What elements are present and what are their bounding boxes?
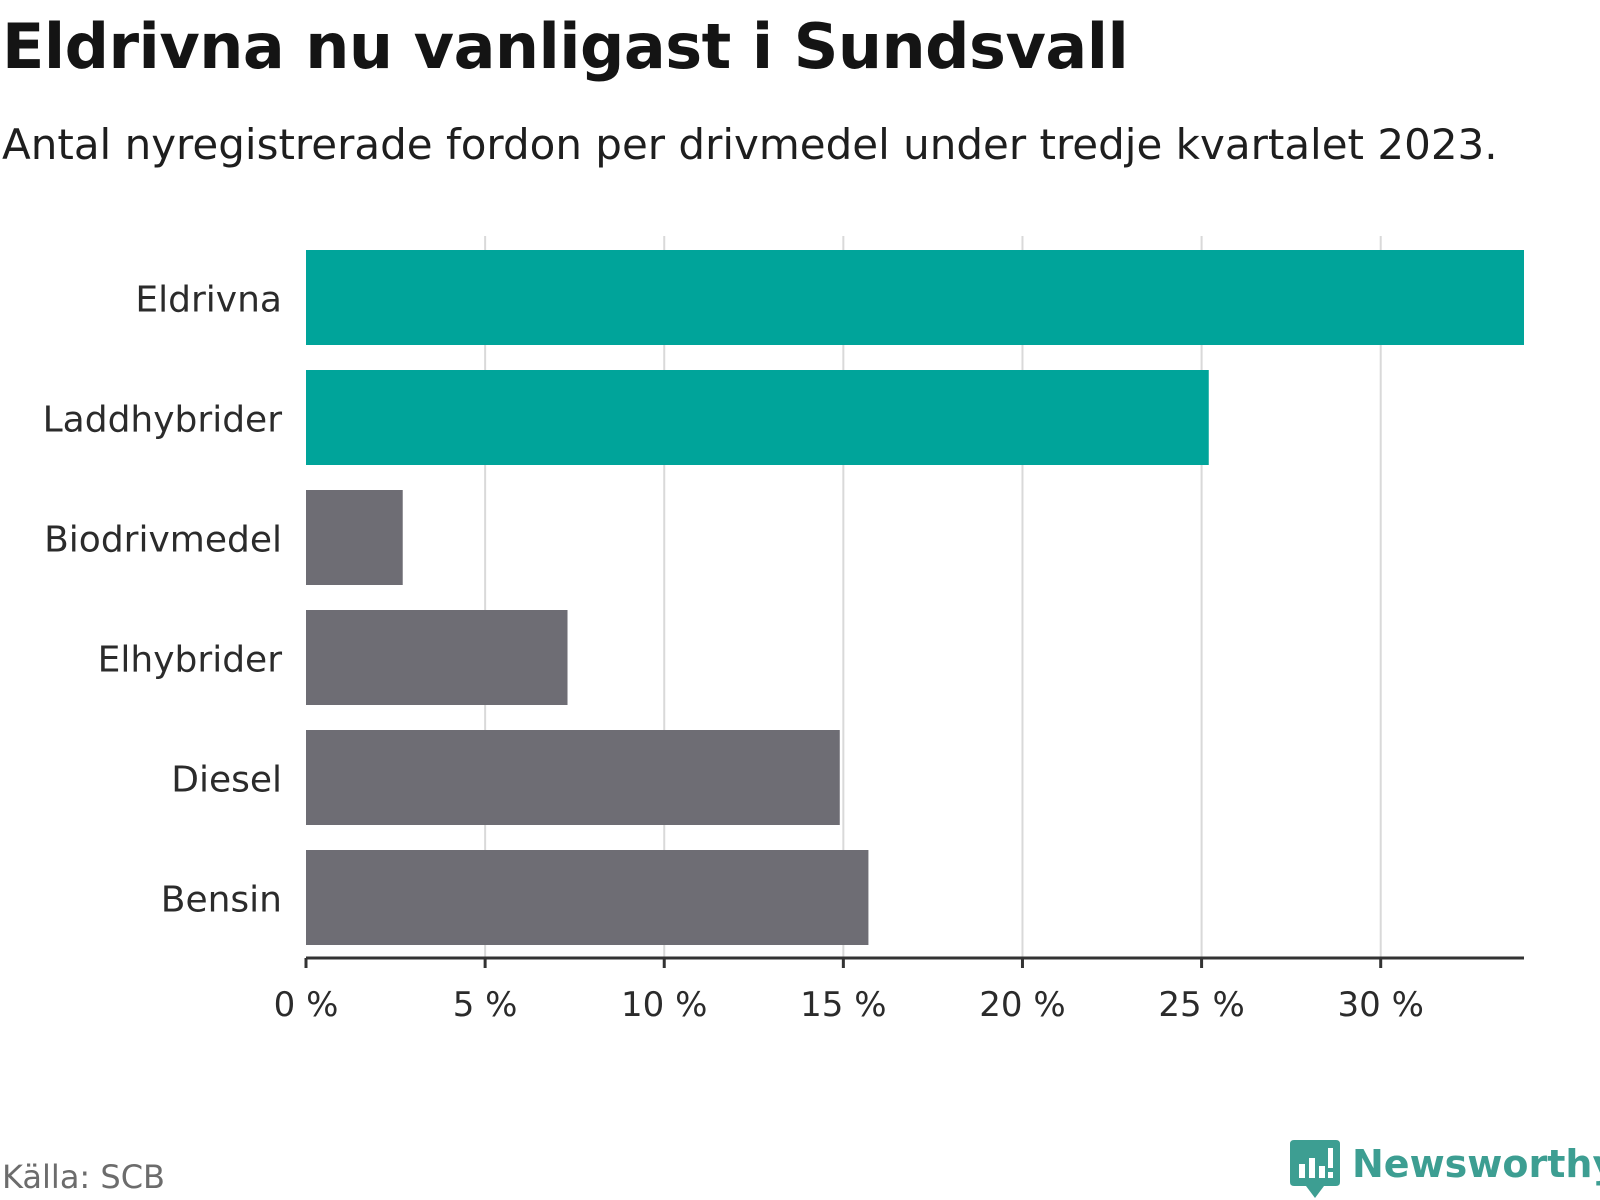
x-tick-label: 15 %	[800, 985, 886, 1025]
bar-elhybrider	[306, 610, 568, 705]
bar-bensin	[306, 850, 869, 945]
bar-laddhybrider	[306, 370, 1209, 465]
chart-subtitle: Antal nyregistrerade fordon per drivmede…	[2, 120, 1498, 169]
newsworthy-logo: Newsworthy	[1290, 1140, 1600, 1200]
x-tick-label: 30 %	[1338, 985, 1424, 1025]
brand-name: Newsworthy	[1352, 1142, 1600, 1186]
category-label: Elhybrider	[98, 640, 283, 681]
x-tick-label: 10 %	[621, 985, 707, 1025]
x-tick-label: 20 %	[979, 985, 1065, 1025]
bar-chart-speech-bubble-icon	[1290, 1140, 1340, 1198]
category-label: Diesel	[171, 760, 282, 801]
x-tick-label: 5 %	[453, 985, 518, 1025]
x-tick-label: 0 %	[274, 985, 339, 1025]
bar-diesel	[306, 730, 840, 825]
bar-chart: Eldrivna Laddhybrider Biodrivmedel Elhybrid…	[43, 236, 1524, 1025]
chart-title: Eldrivna nu vanligast i Sundsvall	[2, 10, 1129, 83]
category-label: Laddhybrider	[43, 400, 283, 441]
source-label: Källa: SCB	[2, 1158, 165, 1196]
bar-eldrivna	[306, 250, 1524, 345]
x-tick-label: 25 %	[1158, 985, 1244, 1025]
category-label: Eldrivna	[135, 280, 282, 321]
bar-biodrivmedel	[306, 490, 403, 585]
category-label: Bensin	[161, 880, 282, 921]
category-label: Biodrivmedel	[44, 520, 282, 561]
